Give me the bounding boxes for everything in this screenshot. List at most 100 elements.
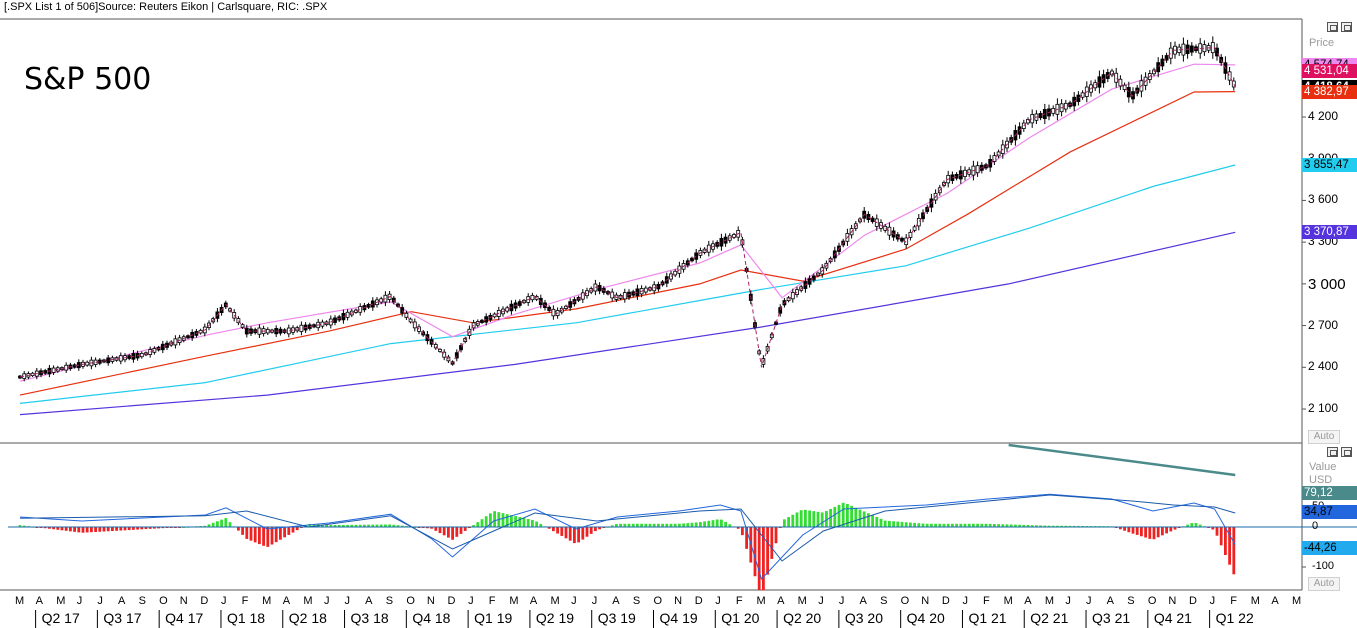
maximize-icon-macd[interactable] [1341, 447, 1352, 457]
macd-histogram-bar [510, 515, 513, 527]
macd-histogram-bar [1047, 525, 1051, 527]
macd-histogram-bar [220, 519, 223, 527]
macd-histogram-bar [468, 527, 471, 529]
macd-axis-label: Value [1309, 461, 1337, 473]
macd-histogram-bar [127, 527, 131, 531]
month-label: O [1147, 595, 1157, 607]
macd-histogram-bar [1190, 523, 1194, 527]
macd-histogram-bar [85, 527, 89, 533]
macd-histogram-bar [1173, 527, 1177, 530]
macd-histogram-bar [816, 511, 820, 527]
macd-histogram-bar [442, 527, 446, 536]
macd-histogram-bar [728, 524, 732, 527]
month-label: J [468, 595, 474, 607]
month-label: N [1168, 595, 1177, 607]
macd-histogram-bar [1198, 524, 1202, 527]
month-label: D [941, 595, 950, 607]
macd-histogram-bar [867, 513, 870, 527]
quarter-label: Q2 21 [1030, 610, 1069, 626]
quarter-label: Q1 18 [226, 610, 266, 626]
month-label: A [35, 595, 43, 607]
moving-average-line [19, 91, 1236, 396]
macd-histogram-bar [862, 511, 866, 527]
month-label: A [859, 595, 867, 607]
candle-body [921, 212, 925, 220]
macd-auto-button[interactable]: Auto [1308, 577, 1340, 591]
macd-line [19, 493, 1236, 580]
macd-histogram-bar [539, 523, 543, 527]
candle-body [1164, 55, 1169, 61]
month-label: A [1106, 595, 1114, 607]
macd-histogram-bar [938, 523, 942, 527]
candle-body [1076, 94, 1081, 102]
restore-icon-macd[interactable] [1327, 447, 1338, 457]
candle-body [1227, 71, 1232, 81]
macd-histogram-bar [854, 507, 858, 527]
month-label: D [447, 595, 456, 607]
quarter-label: Q4 21 [1153, 610, 1192, 626]
candle-body [1122, 84, 1127, 91]
candle-body [358, 306, 363, 313]
macd-histogram-bar [791, 514, 795, 527]
macd-histogram-bar [892, 521, 895, 527]
candle-body [719, 238, 724, 247]
macd-histogram-bar [123, 527, 127, 531]
month-label: M [1003, 595, 1013, 607]
macd-value-tag: 34,87 [1302, 505, 1357, 519]
candle-body [1110, 70, 1114, 76]
macd-histogram-bar [871, 515, 874, 527]
candle-body [1038, 113, 1043, 119]
quarter-label: Q2 19 [535, 610, 575, 626]
month-label: J [715, 595, 721, 607]
macd-histogram-bar [216, 521, 219, 527]
candle-body [1030, 114, 1035, 124]
macd-histogram-bar [980, 523, 984, 527]
macd-histogram-bar [308, 523, 312, 527]
macd-histogram-bar [1135, 527, 1139, 535]
month-label: J [344, 595, 351, 607]
candle-body [517, 301, 522, 306]
price-auto-button[interactable]: Auto [1308, 430, 1340, 444]
maximize-icon[interactable] [1341, 22, 1352, 32]
candle-body [1189, 45, 1194, 53]
macd-histogram-bar [350, 524, 354, 527]
price-tag: 3 855,47 [1302, 157, 1357, 172]
macd-histogram-bar [812, 511, 816, 527]
candle-body [236, 318, 241, 324]
macd-histogram-bar [610, 525, 614, 527]
month-label: N [921, 595, 930, 607]
price-tick-label: 2 700 [1308, 317, 1339, 332]
month-label: M [56, 595, 66, 607]
month-label: J [97, 595, 103, 607]
quarter-label: Q1 20 [721, 610, 760, 626]
macd-histogram-bar [199, 525, 202, 527]
macd-histogram-bar [358, 524, 362, 527]
candle-body [807, 278, 812, 285]
macd-histogram-bar [682, 523, 685, 527]
month-label: S [880, 595, 888, 607]
macd-histogram-bar [1043, 525, 1047, 527]
candle-body [345, 311, 350, 318]
month-label: F [488, 595, 496, 607]
macd-histogram-bar [375, 524, 379, 527]
quarter-label: Q2 17 [41, 610, 80, 626]
candle-body [673, 270, 678, 276]
macd-histogram-bar [476, 522, 480, 527]
price-axis-label: Price [1309, 37, 1335, 49]
macd-histogram-bar [665, 523, 669, 527]
macd-histogram-bar [321, 524, 324, 527]
macd-histogram-bar [636, 523, 639, 527]
macd-histogram-bar [211, 522, 215, 527]
candle-body [694, 252, 699, 260]
candle-body [492, 313, 497, 318]
macd-histogram-bar [253, 527, 257, 543]
macd-histogram-bar [312, 524, 316, 527]
macd-histogram-bar [207, 524, 211, 527]
macd-histogram-bar [1152, 527, 1156, 540]
restore-icon[interactable] [1327, 22, 1338, 32]
macd-histogram-bar [60, 527, 64, 531]
macd-histogram-bar [430, 527, 433, 529]
macd-histogram-bar [531, 520, 534, 527]
candle-body [366, 304, 371, 308]
